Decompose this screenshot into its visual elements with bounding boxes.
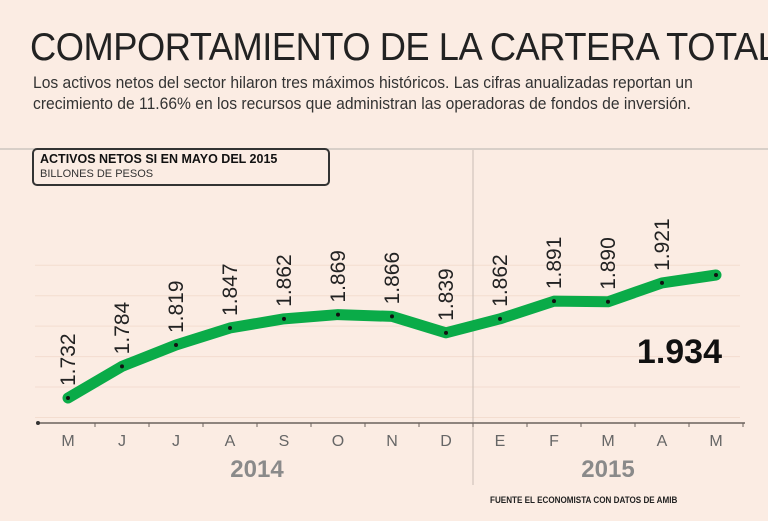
x-tick-label: F: [549, 433, 559, 450]
data-label: 1.866: [381, 252, 404, 305]
data-label: 1.862: [273, 254, 296, 307]
data-point: [336, 312, 340, 317]
data-point: [444, 330, 448, 335]
x-tick-label: M: [601, 433, 614, 450]
x-tick-label: O: [332, 433, 344, 450]
data-point: [228, 325, 232, 330]
x-tick-label: S: [279, 433, 290, 450]
source-note: FUENTE EL ECONOMISTA CON DATOS DE AMIB: [490, 495, 678, 505]
subtitle: Los activos netos del sector hilaron tre…: [33, 73, 693, 113]
chart-title: ACTIVOS NETOS SI EN MAYO DEL 2015: [40, 152, 278, 166]
data-label: 1.819: [165, 280, 188, 333]
x-tick-label: M: [709, 433, 722, 450]
data-point: [606, 299, 610, 304]
x-tick-label: J: [172, 433, 180, 450]
data-label: 1.921: [651, 218, 674, 271]
x-tick-label: M: [61, 433, 74, 450]
data-point: [498, 316, 502, 321]
data-label: 1.839: [435, 268, 458, 321]
x-tick-label: J: [118, 433, 126, 450]
data-label: 1.862: [489, 254, 512, 307]
axis-end-dot: [36, 421, 40, 425]
data-point: [714, 273, 718, 277]
data-point: [282, 316, 286, 321]
data-label: 1.784: [111, 301, 134, 354]
x-tick-label: A: [657, 433, 668, 450]
data-point: [552, 299, 556, 304]
year-label: 2015: [581, 456, 634, 483]
data-label: 1.847: [219, 263, 242, 316]
page-title: COMPORTAMIENTO DE LA CARTERA TOTAL: [30, 26, 768, 69]
chart-unit: BILLONES DE PESOS: [40, 168, 154, 180]
x-tick-label: D: [440, 433, 452, 450]
data-label: 1.869: [327, 250, 350, 303]
data-point: [660, 280, 664, 285]
year-label: 2014: [230, 456, 284, 483]
data-label: 1.732: [57, 333, 80, 386]
divider: [0, 148, 768, 150]
data-label: 1.890: [597, 237, 620, 290]
x-tick-label: E: [495, 433, 506, 450]
chart-header-box: ACTIVOS NETOS SI EN MAYO DEL 2015 BILLON…: [32, 148, 330, 186]
x-tick-label: A: [225, 433, 236, 450]
highlight-data-label: 1.934: [637, 333, 722, 371]
data-point: [120, 364, 124, 369]
data-point: [174, 343, 178, 348]
x-tick-label: N: [386, 433, 398, 450]
data-point: [390, 314, 394, 319]
data-point: [66, 396, 70, 400]
data-label: 1.891: [543, 237, 566, 290]
